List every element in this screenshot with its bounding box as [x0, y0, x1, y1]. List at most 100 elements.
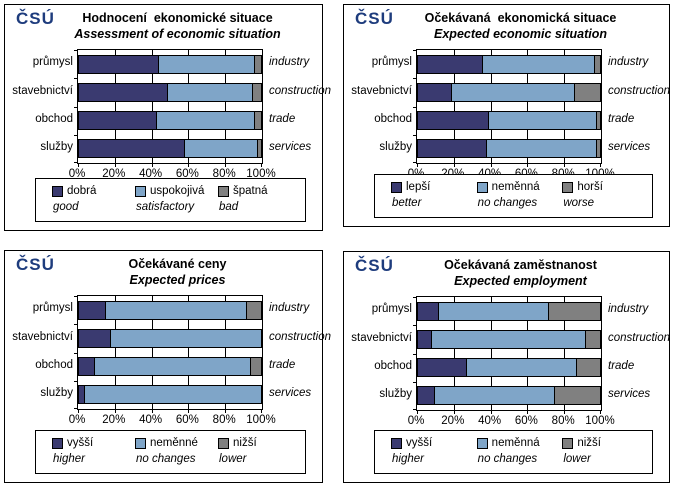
csu-logo: ČSÚ: [16, 9, 55, 28]
bar-segment-no-changes: [486, 139, 598, 159]
x-axis-tick: [261, 409, 262, 413]
x-axis-labels: 0% 20% 40% 60% 80% 100%: [408, 415, 615, 429]
bar-row: [417, 111, 601, 131]
legend-label-cs: dobrá: [67, 185, 97, 197]
legend-item: nižší lower: [562, 437, 648, 473]
y-axis-tick: [74, 162, 78, 163]
legend-item: vyšší higher: [391, 437, 477, 473]
gridline: [188, 50, 190, 163]
legend-label-en: no changes: [477, 452, 538, 465]
category-label-en: construction: [269, 330, 332, 343]
x-axis-tick: [151, 163, 153, 167]
category-label-en: construction: [269, 84, 332, 97]
category-label-en: trade: [269, 112, 296, 125]
bar-segment-worse: [597, 111, 601, 131]
y-axis-tick: [74, 324, 78, 326]
bar-row: [78, 111, 262, 131]
x-tick-label: 20%: [102, 414, 126, 426]
chart-title-block: Očekávané ceny Expected prices: [41, 256, 314, 289]
x-axis-tick: [114, 409, 116, 413]
x-axis-tick: [527, 410, 529, 414]
legend-label-en: lower: [219, 452, 247, 465]
legend-entry: neměnná: [476, 181, 563, 194]
legend-label-en: bad: [219, 200, 239, 213]
legend-label-en: higher: [53, 452, 85, 465]
gridline: [114, 296, 116, 409]
gridline: [151, 50, 153, 163]
bar-segment-better: [417, 139, 487, 159]
csu-logo: ČSÚ: [355, 9, 394, 28]
bar-segment-higher: [417, 358, 467, 378]
category-label: stavebnictví: [12, 84, 73, 97]
legend-label-cs: nižší: [577, 437, 601, 449]
y-axis-tick: [413, 50, 417, 51]
legend-swatch: [218, 185, 229, 197]
legend-entry: nižší: [562, 437, 648, 450]
y-axis-tick: [413, 78, 417, 80]
category-label: služby: [40, 141, 73, 154]
gridline: [114, 50, 116, 163]
legend-label-en: worse: [563, 196, 595, 209]
bar-segment-lower: [247, 300, 262, 320]
bar-segment-lower: [549, 301, 601, 321]
chart-title-block: Očekávaná zaměstnanost Expected employmen…: [380, 257, 661, 290]
x-axis-tick: [600, 163, 601, 167]
x-axis-labels: 0% 20% 40% 60% 80% 100%: [69, 168, 276, 182]
gridline: [225, 50, 227, 163]
legend-entry: neměnné: [135, 437, 218, 450]
category-labels: průmysl stavebnictví obchod služby: [344, 296, 412, 409]
x-axis-tick: [78, 409, 79, 413]
x-axis-tick: [114, 163, 116, 167]
bar-segment-better: [417, 111, 489, 131]
chart-title-block: Očekávaná ekonomická situace Expected eco…: [380, 10, 661, 43]
x-tick-label: 80%: [212, 168, 236, 180]
legend-item: neměnná no changes: [476, 437, 563, 473]
x-axis-tick: [78, 163, 79, 167]
x-axis-tick: [188, 409, 190, 413]
y-axis-tick: [74, 296, 78, 297]
legend-item: neměnná no changes: [476, 181, 563, 217]
legend-box: vyšší higher neměnné no changes nižší lower: [35, 430, 306, 474]
chart-title-block: Hodnocení ekonomické situace Assessment o…: [41, 10, 314, 43]
chart-title: Očekávaná ekonomická situace: [424, 11, 617, 25]
bar-segment-good: [78, 54, 159, 74]
x-tick-label: 100%: [585, 415, 615, 427]
plot-area: [413, 49, 602, 167]
bar-row: [417, 139, 601, 159]
x-axis-tick: [453, 410, 455, 414]
legend-label-cs: vyšší: [67, 437, 94, 449]
category-label: průmysl: [32, 56, 73, 69]
legend-swatch: [476, 437, 488, 449]
legend-label-cs: lepší: [406, 181, 431, 193]
category-label: průmysl: [371, 56, 412, 69]
legend-swatch: [135, 185, 146, 197]
y-axis-tick: [413, 106, 417, 108]
x-tick-label: 80%: [212, 414, 236, 426]
bar-segment-bad: [254, 54, 262, 74]
x-axis-tick: [225, 163, 227, 167]
chart-subtitle: Expected economic situation: [434, 27, 607, 42]
category-label-en: industry: [608, 303, 649, 316]
gridline: [151, 296, 153, 409]
y-axis-tick: [74, 134, 78, 136]
bar-row: [417, 82, 601, 102]
category-label-en: industry: [269, 302, 310, 315]
x-tick-label: 20%: [102, 168, 126, 180]
x-tick-label: 60%: [175, 414, 199, 426]
legend-swatch: [218, 437, 229, 449]
legend-label-en: higher: [392, 452, 424, 465]
legend-label-cs: horší: [577, 181, 603, 193]
legend-swatch: [562, 181, 574, 193]
legend-label-en: no changes: [136, 452, 196, 465]
bar-row: [78, 328, 262, 348]
legend-swatch: [52, 185, 63, 197]
bar-row: [78, 300, 262, 320]
category-label-en: services: [269, 141, 312, 154]
bar-rows: [78, 50, 262, 163]
legend-item: špatná bad: [218, 185, 301, 221]
legend-item: dobrá good: [52, 185, 135, 221]
legend-swatch: [391, 437, 402, 449]
bar-segment-worse: [597, 139, 601, 159]
category-labels-en: industry construction trade services: [608, 296, 670, 409]
x-tick-label: 100%: [246, 414, 276, 426]
